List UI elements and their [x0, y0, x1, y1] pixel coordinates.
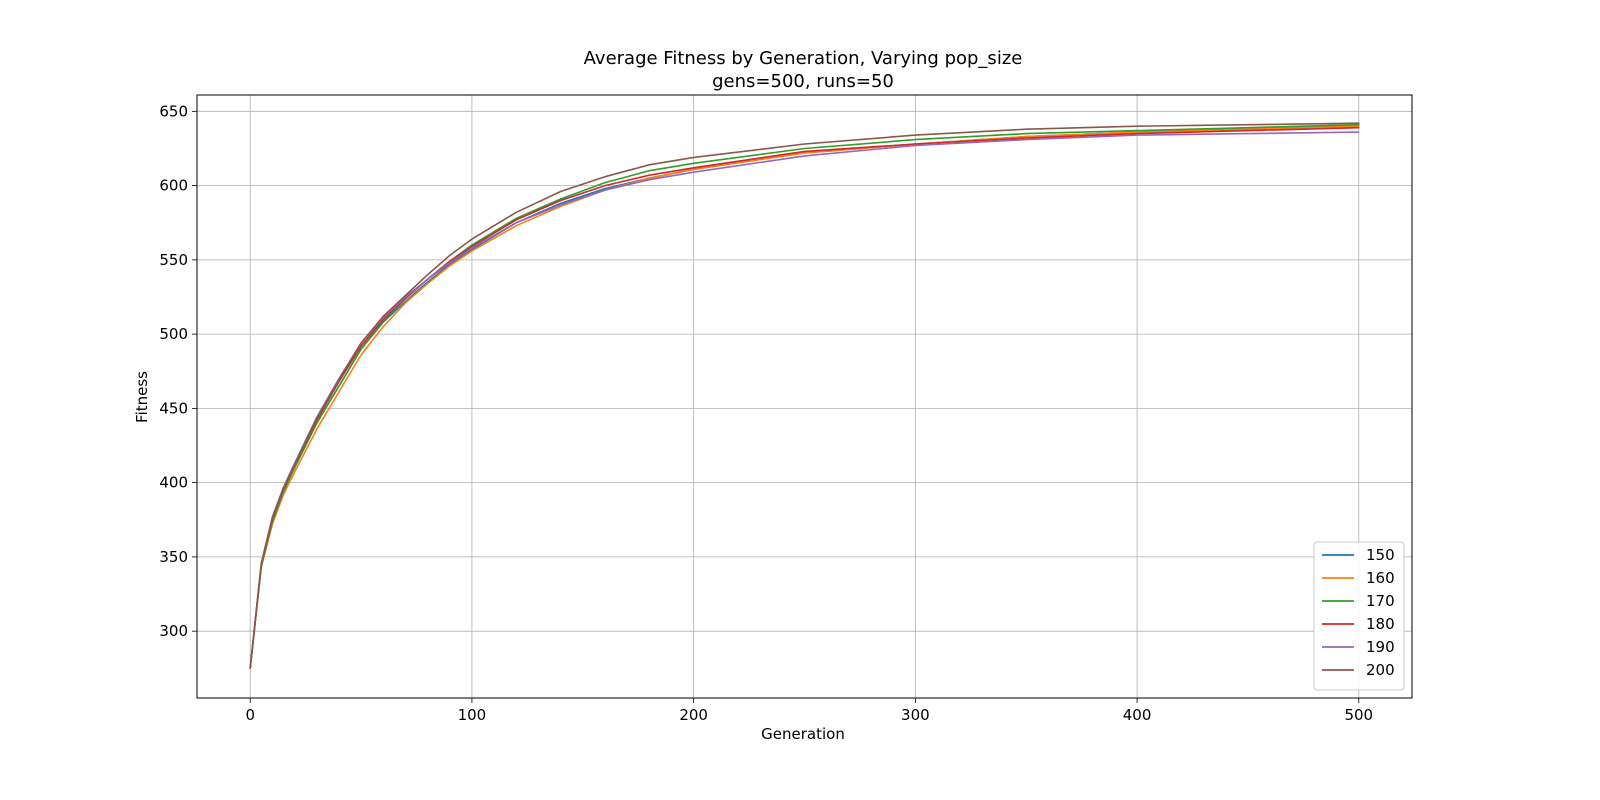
chart-subtitle: gens=500, runs=50	[712, 71, 894, 92]
y-tick-label: 450	[159, 399, 188, 417]
legend-box	[1313, 541, 1405, 691]
y-tick-label: 350	[159, 548, 188, 566]
chart-title: Average Fitness by Generation, Varying p…	[584, 48, 1023, 69]
legend: 150 160 170 180 190 200	[1313, 541, 1405, 691]
y-tick-label: 600	[159, 177, 188, 195]
tick-layer: 0 100 200 300 400 500 300 350 400 450 500 550 600 650	[159, 102, 1373, 724]
legend-label-180: 180	[1366, 615, 1395, 633]
y-tick-label: 500	[159, 325, 188, 343]
series-layer	[249, 122, 1360, 670]
plot-frame	[196, 94, 1413, 699]
y-axis-label: Fitness	[133, 371, 151, 423]
legend-label-190: 190	[1366, 638, 1395, 656]
grid-layer	[197, 95, 1412, 698]
legend-label-150: 150	[1366, 546, 1395, 564]
series-line-180	[249, 126, 1360, 670]
series-line-150	[249, 125, 1360, 670]
x-tick-label: 300	[901, 706, 930, 724]
y-tick-label: 400	[159, 474, 188, 492]
series-line-190	[249, 131, 1360, 670]
x-tick-label: 200	[679, 706, 708, 724]
x-tick-label: 100	[458, 706, 487, 724]
x-tick-label: 400	[1123, 706, 1152, 724]
x-tick-label: 500	[1344, 706, 1373, 724]
y-tick-label: 300	[159, 622, 188, 640]
legend-label-160: 160	[1366, 569, 1395, 587]
series-line-160	[249, 125, 1360, 670]
series-line-200	[249, 122, 1360, 670]
legend-label-200: 200	[1366, 661, 1395, 679]
x-axis-label: Generation	[761, 725, 845, 743]
legend-label-170: 170	[1366, 592, 1395, 610]
y-tick-label: 650	[159, 102, 188, 120]
y-tick-label: 550	[159, 251, 188, 269]
series-line-170	[249, 123, 1360, 670]
x-tick-label: 0	[245, 706, 255, 724]
